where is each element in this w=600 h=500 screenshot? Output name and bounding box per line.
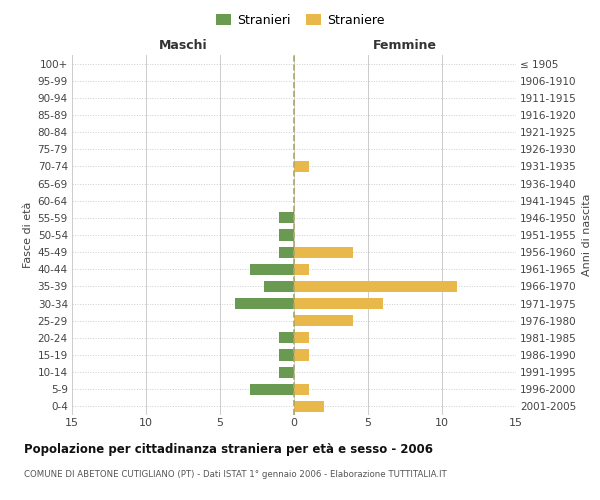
Bar xyxy=(294,315,353,326)
Bar xyxy=(294,384,309,395)
Bar xyxy=(294,281,457,292)
Bar xyxy=(294,401,323,412)
Bar xyxy=(279,212,294,224)
Bar xyxy=(294,246,353,258)
Y-axis label: Fasce di età: Fasce di età xyxy=(23,202,34,268)
Bar xyxy=(294,332,309,344)
Text: Maschi: Maschi xyxy=(158,38,208,52)
Bar xyxy=(265,281,294,292)
Text: Femmine: Femmine xyxy=(373,38,437,52)
Bar xyxy=(235,298,294,309)
Bar xyxy=(294,161,309,172)
Bar xyxy=(279,246,294,258)
Bar xyxy=(294,350,309,360)
Bar xyxy=(279,230,294,240)
Text: COMUNE DI ABETONE CUTIGLIANO (PT) - Dati ISTAT 1° gennaio 2006 - Elaborazione TU: COMUNE DI ABETONE CUTIGLIANO (PT) - Dati… xyxy=(24,470,447,479)
Text: Popolazione per cittadinanza straniera per età e sesso - 2006: Popolazione per cittadinanza straniera p… xyxy=(24,442,433,456)
Bar xyxy=(250,384,294,395)
Bar xyxy=(279,332,294,344)
Bar xyxy=(250,264,294,275)
Bar xyxy=(294,264,309,275)
Bar xyxy=(279,366,294,378)
Legend: Stranieri, Straniere: Stranieri, Straniere xyxy=(211,8,389,32)
Bar xyxy=(294,298,383,309)
Bar xyxy=(279,350,294,360)
Y-axis label: Anni di nascita: Anni di nascita xyxy=(583,194,592,276)
